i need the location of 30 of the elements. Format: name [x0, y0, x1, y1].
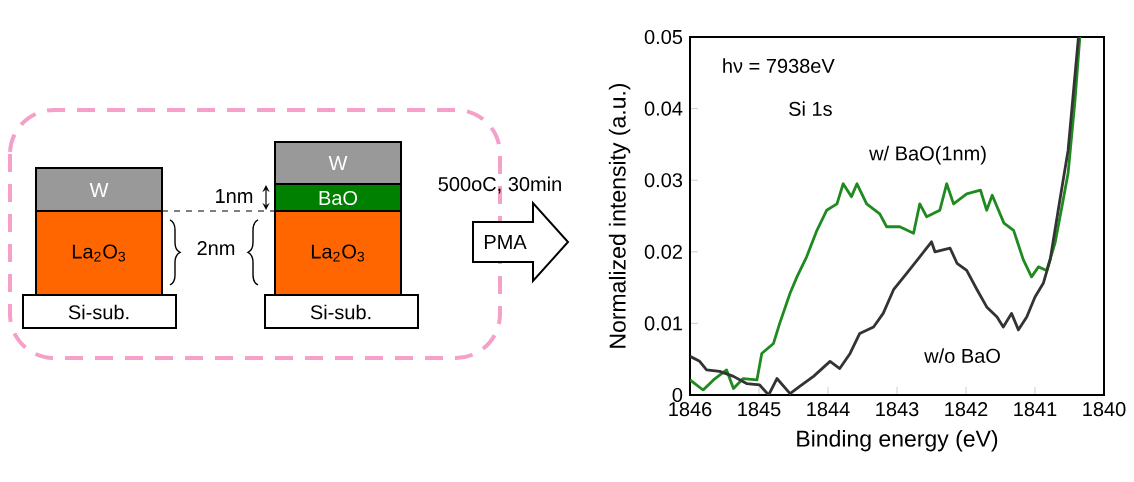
text: Si-sub. — [310, 304, 371, 320]
y-tick-label: 0.02 — [644, 244, 682, 259]
y-tick-label: 0.01 — [644, 316, 682, 331]
text: Si-sub. — [68, 304, 129, 320]
text: 2nm — [197, 241, 235, 255]
x-tick-label: 1846 — [669, 402, 712, 417]
text: La$_{2}$O$_{3}$ — [72, 244, 126, 262]
text: 500oC, 30min — [438, 176, 561, 194]
x-tick-label: 1842 — [945, 402, 988, 417]
text: 1nm — [216, 189, 253, 203]
y-tick-label: 0.03 — [644, 173, 683, 188]
text: PMA — [484, 235, 527, 249]
y-axis-title: Normalized intensity (a.u.) — [608, 83, 631, 348]
x-axis-title: Binding energy (eV) — [797, 429, 998, 452]
text: La$_{2}$O$_{3}$ — [311, 244, 365, 262]
series-label: w/o BaO — [924, 348, 1000, 363]
x-tick-label: 1843 — [876, 402, 919, 417]
annotation: Si 1s — [789, 101, 832, 116]
x-tick-label: 1841 — [1014, 402, 1057, 417]
y-tick-label: 0 — [672, 387, 683, 403]
text: W — [89, 183, 109, 197]
text: W — [328, 156, 348, 170]
annotation: hν = 7938eV — [723, 58, 835, 73]
y-tick-label: 0.05 — [644, 29, 683, 45]
x-tick-label: 1844 — [807, 402, 850, 417]
series-label: w/ BaO(1nm) — [869, 145, 986, 165]
x-tick-label: 1840 — [1083, 402, 1126, 417]
y-tick-label: 0.04 — [644, 101, 683, 116]
text: BaO — [319, 190, 358, 206]
x-tick-label: 1845 — [738, 402, 781, 417]
